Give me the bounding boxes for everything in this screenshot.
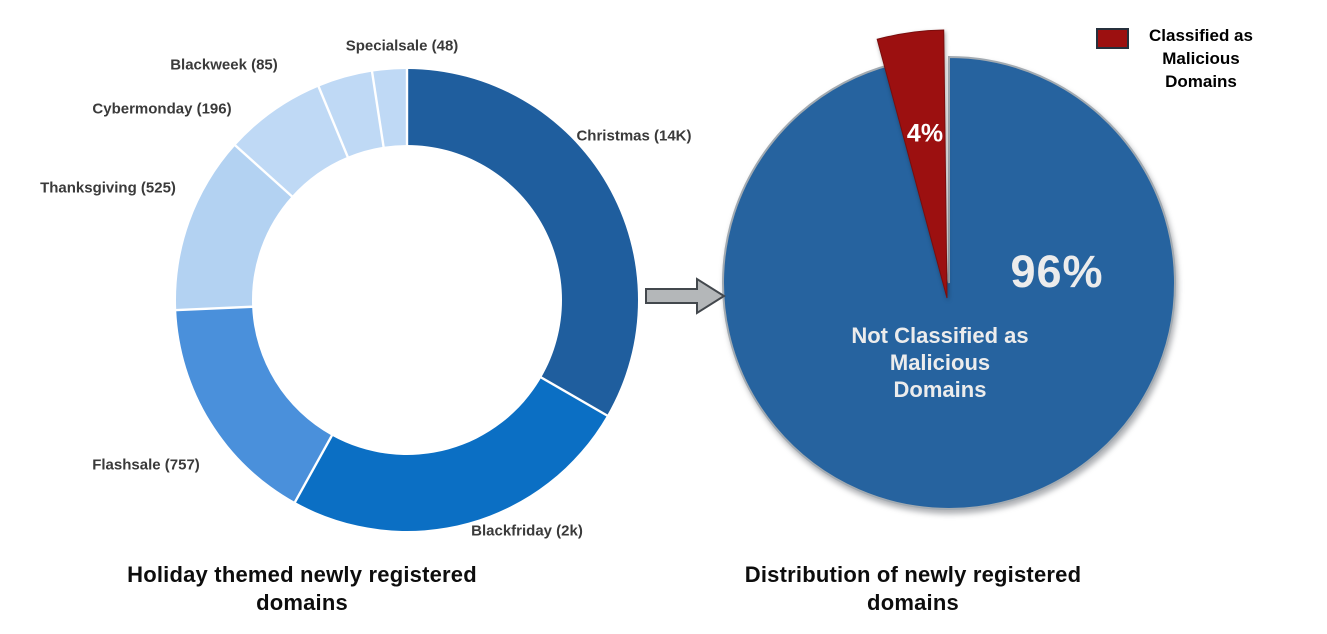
donut-label-blackfriday: Blackfriday (2k) [471,522,583,540]
right-chart-title-line2: domains [867,590,959,615]
donut-slice-christmas [407,69,638,416]
legend-label-malicious: Classified as Malicious Domains [1145,24,1257,93]
left-chart-title-line2: domains [256,590,348,615]
right-chart-title-line1: Distribution of newly registered [744,562,1082,587]
malicious-distribution-pie [722,29,1176,510]
donut-slice-cybermonday [235,86,348,197]
pie-inner-label-line2: Malicious [889,350,991,375]
pie-pct-malicious: 4% [906,119,944,148]
pie-slice-not-classified-malicious [722,55,1176,510]
pie-slice-classified-malicious [876,29,948,299]
left-chart-title-line1: Holiday themed newly registered [127,562,477,587]
donut-label-christmas: Christmas (14K) [576,127,692,145]
donut-separator [292,432,335,505]
legend-label-line3: Domains [1165,72,1237,91]
donut-chart [174,67,638,531]
donut-label-thanksgiving: Thanksgiving (525) [40,179,176,197]
right-arrow-icon [645,277,726,315]
donut-slice-blackweek [318,71,384,157]
donut-separator [233,143,295,200]
donut-slice-thanksgiving [175,145,292,311]
donut-label-cybermonday: Cybermonday (196) [92,100,232,118]
donut-separator [370,69,386,150]
donut-label-flashsale: Flashsale (757) [92,456,200,474]
donut-separator [316,84,350,161]
right-chart-title: Distribution of newly registered domains [745,561,1081,617]
donut-separator [174,305,256,312]
pie-inner-label: Not Classified as Malicious Domains [851,322,1028,403]
pie-inner-label-line1: Not Classified as [851,323,1029,348]
legend-swatch-malicious [1096,28,1129,49]
legend-label-line1: Classified as [1149,26,1253,45]
pie-inner-label-line3: Domains [893,377,987,402]
donut-slice-flashsale [176,306,332,503]
donut-slice-blackfriday [295,377,608,531]
donut-label-blackweek: Blackweek (85) [170,56,278,74]
donut-separator [538,374,610,418]
donut-label-specialsale: Specialsale (48) [345,37,459,55]
legend-label-line2: Malicious [1162,49,1240,68]
pie-legend: Classified as Malicious Domains [1096,24,1257,93]
left-chart-title: Holiday themed newly registered domains [127,561,477,617]
pie-pct-not-malicious: 96% [1010,246,1104,297]
